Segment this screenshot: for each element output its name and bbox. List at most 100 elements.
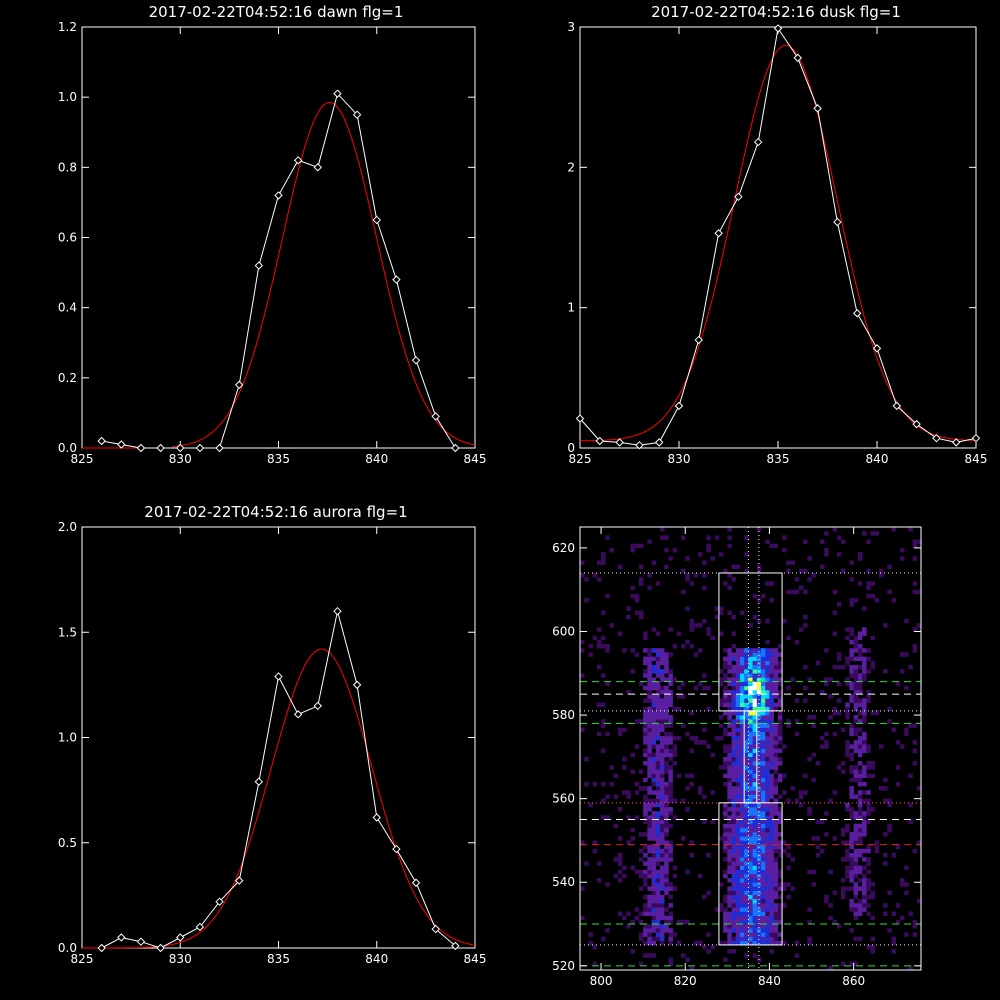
heatmap-cell xyxy=(845,848,850,854)
heatmap-cell xyxy=(744,936,749,942)
heatmap-cell xyxy=(769,752,774,758)
heatmap-cell xyxy=(723,869,728,875)
heatmap-cell xyxy=(723,581,728,586)
heatmap-cell xyxy=(735,915,741,921)
heatmap-cell xyxy=(832,790,838,795)
heatmap-cell xyxy=(765,936,770,942)
heatmap-cell xyxy=(883,777,888,783)
heatmap-cell xyxy=(849,961,854,967)
heatmap-cell xyxy=(845,710,850,716)
heatmap-cell xyxy=(651,890,657,896)
heatmap-cell xyxy=(727,936,732,942)
heatmap-cell xyxy=(777,844,783,850)
heatmap-cell xyxy=(659,673,665,678)
heatmap-cell xyxy=(643,735,648,741)
heatmap-cell xyxy=(651,702,657,708)
heatmap-cell xyxy=(752,731,758,737)
heatmap-cell xyxy=(668,715,673,720)
heatmap-cell xyxy=(731,777,737,783)
heatmap-cell xyxy=(605,794,610,799)
heatmap-cell xyxy=(689,644,694,649)
heatmap-cell xyxy=(849,664,854,670)
heatmap-cell xyxy=(811,752,817,758)
heatmap-cell xyxy=(862,894,867,900)
heatmap-cell xyxy=(655,848,661,854)
heatmap-cell xyxy=(866,807,871,812)
heatmap-cell xyxy=(769,790,774,795)
x-tick-label: 830 xyxy=(169,952,192,966)
heatmap-cell xyxy=(664,890,669,896)
heatmap-cell xyxy=(748,710,753,716)
heatmap-cell xyxy=(777,715,783,720)
heatmap-cell xyxy=(862,765,867,770)
heatmap-cell xyxy=(862,710,867,716)
heatmap-cell xyxy=(638,581,644,586)
heatmap-cell xyxy=(832,527,838,532)
heatmap-cell xyxy=(883,798,888,804)
heatmap-cell xyxy=(664,827,669,833)
heatmap-cell xyxy=(727,702,732,708)
heatmap-cell xyxy=(685,572,690,578)
heatmap-cell xyxy=(647,669,652,674)
heatmap-cell xyxy=(765,660,770,666)
heatmap-cell xyxy=(841,568,846,574)
heatmap-cell xyxy=(761,819,766,825)
heatmap-cell xyxy=(723,698,728,703)
heatmap-cell xyxy=(659,756,665,762)
heatmap-cell xyxy=(765,689,770,695)
heatmap-cell xyxy=(761,940,766,946)
heatmap-cell xyxy=(702,585,707,590)
heatmap-cell xyxy=(739,723,745,728)
heatmap-cell xyxy=(601,635,606,641)
heatmap-cell xyxy=(727,832,732,837)
heatmap-cell xyxy=(659,903,665,908)
heatmap-cell xyxy=(731,857,737,862)
heatmap-cell xyxy=(655,919,661,925)
heatmap-cell xyxy=(727,689,732,695)
heatmap-cell xyxy=(723,710,728,716)
heatmap-cell xyxy=(723,660,728,666)
heatmap-cell xyxy=(655,794,661,799)
heatmap-cell xyxy=(605,928,610,933)
heatmap-cell xyxy=(659,911,665,916)
heatmap-cell xyxy=(752,694,758,699)
heatmap-cell xyxy=(756,832,762,837)
heatmap-cell xyxy=(727,915,732,921)
heatmap-cell xyxy=(748,798,753,804)
heatmap-cell xyxy=(752,890,758,896)
heatmap-cell xyxy=(744,535,749,540)
heatmap-cell xyxy=(601,781,606,787)
heatmap-cell xyxy=(773,823,779,829)
heatmap-cell xyxy=(853,727,859,733)
heatmap-cell xyxy=(655,773,661,779)
heatmap-cell xyxy=(761,827,766,833)
heatmap-cell xyxy=(874,844,880,850)
heatmap-cell xyxy=(773,786,779,791)
heatmap-cell xyxy=(727,786,732,791)
heatmap-cell xyxy=(659,752,665,758)
heatmap-cell xyxy=(723,802,728,808)
x-tick-label: 845 xyxy=(965,452,988,466)
heatmap-cell xyxy=(862,673,867,678)
heatmap-cell xyxy=(723,894,728,900)
heatmap-cell xyxy=(735,878,741,883)
heatmap-cell xyxy=(769,660,774,666)
data-point-marker xyxy=(951,438,961,447)
panel-dawn: 2017-02-22T04:52:16 dawn flg=1 825 830 835… xyxy=(58,3,487,466)
heatmap-cell xyxy=(866,765,871,770)
data-point-marker xyxy=(852,309,862,318)
heatmap-cell xyxy=(849,878,854,883)
x-tick-label: 835 xyxy=(767,452,790,466)
heatmap-cell xyxy=(622,756,627,762)
y-tick-label: 3 xyxy=(567,20,575,34)
heatmap-cell xyxy=(752,878,758,883)
heatmap-cell xyxy=(731,861,737,866)
heatmap-cell xyxy=(655,652,661,657)
heatmap-cell xyxy=(735,836,741,841)
heatmap-cell xyxy=(761,765,766,770)
heatmap-cell xyxy=(659,936,665,942)
heatmap-cell xyxy=(853,656,859,662)
heatmap-cell xyxy=(723,857,728,862)
heatmap-cell xyxy=(904,932,909,937)
heatmap-cell xyxy=(723,685,728,691)
